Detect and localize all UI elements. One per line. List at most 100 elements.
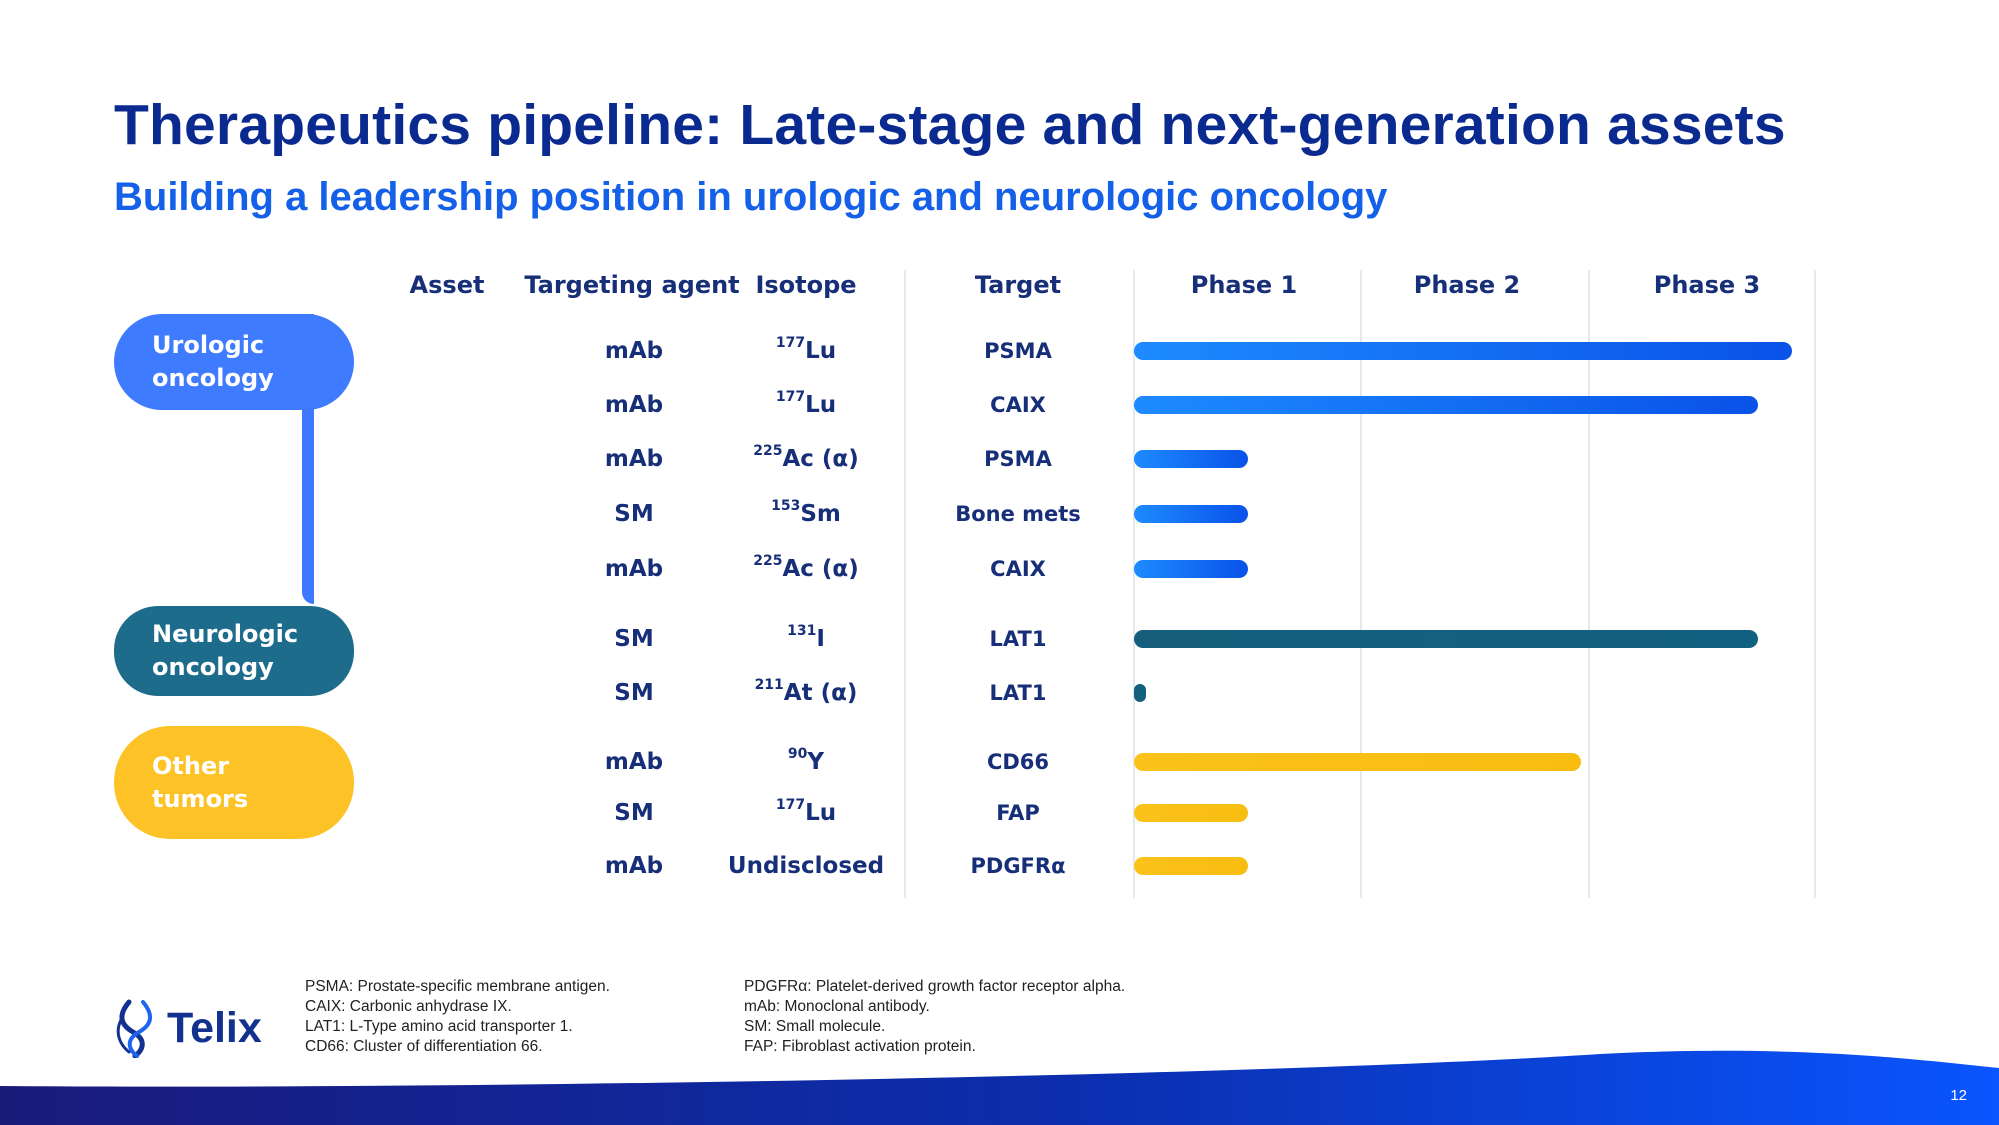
footnote: LAT1: L-Type amino acid transporter 1. xyxy=(305,1018,573,1035)
footnotes-left: PSMA: Prostate-specific membrane antigen… xyxy=(305,977,610,1057)
progress-bar xyxy=(1134,560,1248,578)
isotope: 131I xyxy=(787,623,825,652)
asset-name: TLX101-Tx xyxy=(379,625,519,653)
footnote: FAP: Fibroblast activation protein. xyxy=(744,1038,976,1055)
target: CAIX xyxy=(990,557,1046,581)
isotope-mass-number: 90 xyxy=(787,746,808,762)
isotope-mass-number: 225 xyxy=(753,443,783,459)
isotope-element: Sm xyxy=(800,501,841,527)
group-label-neurologic: Neurologic oncology xyxy=(114,606,354,696)
asset-name: TLX090-Tx xyxy=(379,500,519,528)
helix-icon xyxy=(116,999,152,1058)
telix-logo: Telix xyxy=(113,998,262,1058)
header-phase2: Phase 2 xyxy=(1413,271,1521,299)
targeting-agent: mAb xyxy=(604,556,664,582)
target: LAT1 xyxy=(989,627,1047,651)
target: PSMA xyxy=(984,339,1052,363)
footer-wave xyxy=(0,1050,1999,1125)
target: CAIX xyxy=(990,393,1046,417)
progress-bar xyxy=(1134,630,1759,648)
asset-name: TLX400-Tx xyxy=(379,799,519,827)
divider-end xyxy=(1814,270,1816,898)
targeting-agent: mAb xyxy=(604,446,664,472)
group-name-line2: oncology xyxy=(152,653,274,681)
isotope-element: Lu xyxy=(805,392,837,418)
page-subtitle: Building a leadership position in urolog… xyxy=(114,175,1388,219)
progress-bar xyxy=(1134,342,1793,360)
asset-name: TLX592-Tx xyxy=(379,445,519,473)
isotope-element: Y xyxy=(807,749,825,775)
asset-name: TLX252-Tx xyxy=(379,555,519,583)
header-phase3: Phase 3 xyxy=(1653,271,1761,299)
footnote: SM: Small molecule. xyxy=(744,1018,886,1035)
isotope-mass-number: 225 xyxy=(753,553,783,569)
isotope: 225Ac (α) xyxy=(753,553,859,582)
target: PSMA xyxy=(984,447,1052,471)
group-name-line2: tumors xyxy=(152,784,249,813)
isotope: Undisclosed xyxy=(728,853,884,879)
isotope: 153Sm xyxy=(771,498,841,527)
footnote: PSMA: Prostate-specific membrane antigen… xyxy=(305,978,610,995)
progress-bar xyxy=(1134,684,1146,702)
progress-bar xyxy=(1134,396,1759,414)
isotope-element: Lu xyxy=(805,800,837,826)
asset-name: TLX300-Tx xyxy=(379,852,519,880)
isotope: 225Ac (α) xyxy=(753,443,859,472)
progress-bar xyxy=(1134,505,1248,523)
asset-name: TLX102-Tx xyxy=(379,679,519,707)
progress-bar xyxy=(1134,753,1582,771)
isotope: 177Lu xyxy=(776,389,837,418)
targeting-agent: SM xyxy=(614,680,654,706)
isotope-element: Undisclosed xyxy=(727,853,885,879)
targeting-agent: mAb xyxy=(604,853,664,879)
divider-target xyxy=(904,270,906,898)
isotope: 177Lu xyxy=(775,335,837,364)
page-number: 12 xyxy=(1950,1087,1967,1104)
asset-name: TLX250-Tx xyxy=(379,391,519,419)
progress-bar xyxy=(1134,857,1248,875)
page-title: Therapeutics pipeline: Late-stage and ne… xyxy=(114,93,1786,157)
group-label-urologic: Urologic oncology xyxy=(114,314,354,410)
header-target: Target xyxy=(974,271,1062,299)
isotope-element: At (α) xyxy=(783,680,858,706)
header-asset: Asset xyxy=(409,271,485,299)
targeting-agent: mAb xyxy=(604,749,664,775)
target: FAP xyxy=(996,801,1040,825)
asset-name: TLX66-Tx xyxy=(388,748,510,776)
targeting-agent: mAb xyxy=(604,338,664,364)
targeting-agent: SM xyxy=(614,501,654,527)
isotope-mass-number: 131 xyxy=(787,623,817,639)
isotope: 177Lu xyxy=(776,797,837,826)
isotope-element: Lu xyxy=(805,338,837,364)
header-isotope: Isotope xyxy=(755,271,857,299)
isotope-mass-number: 177 xyxy=(775,335,806,351)
target: LAT1 xyxy=(989,681,1047,705)
progress-bar xyxy=(1134,450,1248,468)
footnote: CD66: Cluster of differentiation 66. xyxy=(305,1038,543,1055)
divider-phase1 xyxy=(1133,270,1135,898)
divider-phase3 xyxy=(1588,270,1590,898)
logo-text: Telix xyxy=(167,1003,262,1052)
group-name-line1: Urologic xyxy=(152,331,265,359)
footnote: mAb: Monoclonal antibody. xyxy=(744,998,930,1015)
targeting-agent: SM xyxy=(614,800,654,826)
group-label-other-tumors: Other tumors xyxy=(114,726,354,839)
footnote: PDGFRα: Platelet-derived growth factor r… xyxy=(744,978,1126,995)
asset-name: TLX591-Tx xyxy=(379,337,519,365)
group-name-line2: oncology xyxy=(152,364,274,392)
target: CD66 xyxy=(986,750,1050,774)
footnotes-right: PDGFRα: Platelet-derived growth factor r… xyxy=(744,977,1125,1057)
isotope: 211At (α) xyxy=(754,677,858,706)
header-targeting-agent: Targeting agent xyxy=(524,271,740,299)
divider-phase2 xyxy=(1360,270,1362,898)
isotope-mass-number: 153 xyxy=(771,498,801,514)
isotope-element: I xyxy=(816,626,825,652)
target: Bone mets xyxy=(955,502,1081,526)
target: PDGFRα xyxy=(970,854,1066,878)
group-name-line1: Neurologic xyxy=(152,620,299,648)
isotope-mass-number: 211 xyxy=(754,677,784,693)
targeting-agent: mAb xyxy=(604,392,664,418)
progress-bar xyxy=(1134,804,1248,822)
isotope: 90Y xyxy=(787,746,825,775)
group-name-line1: Other xyxy=(152,751,230,780)
